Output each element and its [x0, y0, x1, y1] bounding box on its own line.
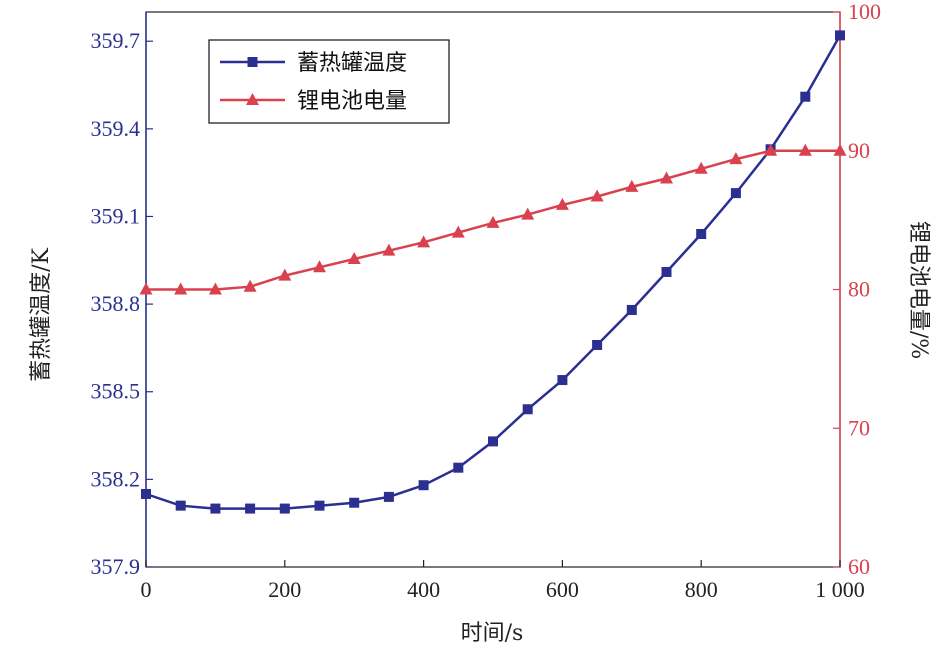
data-point-triangle [486, 215, 500, 228]
data-point-triangle [833, 143, 847, 156]
left-axis-title: 蓄热罐温度/K [29, 248, 54, 382]
data-point-triangle [139, 282, 153, 295]
data-point-triangle [243, 279, 257, 292]
data-point-square [522, 404, 533, 415]
right-axis-ticks: 60 70 80 90 100 [833, 0, 881, 579]
data-point-triangle [521, 207, 535, 220]
x-tick-label: 200 [268, 577, 301, 602]
left-tick-label: 358.2 [91, 466, 141, 491]
data-point-square [835, 30, 845, 41]
left-tick-label: 359.7 [91, 28, 141, 53]
legend-label-series-2: 锂电池电量 [297, 89, 407, 114]
legend: 蓄热罐温度 锂电池电量 [208, 39, 450, 124]
data-point-square [453, 462, 464, 473]
right-tick-label: 80 [848, 277, 870, 302]
data-point-square [349, 497, 360, 508]
x-tick-label: 1 000 [815, 577, 865, 602]
right-tick-label: 100 [848, 0, 881, 24]
legend-marker-series-2 [246, 93, 259, 105]
data-point-triangle [625, 179, 639, 192]
left-tick-label: 357.9 [91, 554, 141, 579]
legend-label-series-1: 蓄热罐温度 [297, 51, 407, 76]
data-point-triangle [174, 282, 188, 295]
data-point-triangle [417, 235, 431, 248]
data-point-triangle [451, 225, 465, 238]
data-point-square [488, 436, 498, 447]
data-point-square [279, 503, 290, 514]
series-layer [139, 30, 847, 514]
left-tick-label: 359.1 [91, 203, 141, 228]
data-point-square [141, 488, 151, 499]
data-point-triangle [590, 189, 604, 202]
data-point-square [661, 266, 672, 277]
data-point-triangle [313, 260, 326, 273]
data-point-triangle [694, 161, 708, 174]
data-point-triangle [729, 152, 743, 165]
right-tick-label: 60 [848, 554, 870, 579]
data-point-triangle [798, 143, 812, 156]
data-point-triangle [555, 197, 569, 210]
right-tick-label: 70 [848, 415, 870, 440]
data-point-square [800, 91, 811, 102]
x-axis-ticks: 0 200 400 600 800 1 000 [141, 560, 865, 602]
data-point-square [314, 500, 325, 511]
data-point-square [245, 503, 256, 514]
left-tick-label: 358.5 [91, 379, 141, 404]
x-tick-label: 400 [407, 577, 440, 602]
data-point-square [696, 229, 707, 239]
data-point-triangle [660, 171, 673, 184]
data-point-square [383, 491, 394, 502]
data-point-square [418, 480, 429, 491]
x-tick-label: 600 [546, 577, 579, 602]
data-point-triangle [764, 143, 778, 156]
x-tick-label: 0 [141, 577, 152, 602]
data-point-square [626, 304, 637, 315]
data-point-triangle [278, 268, 292, 281]
left-tick-label: 359.4 [91, 116, 141, 141]
legend-box [208, 39, 450, 124]
x-tick-label: 800 [685, 577, 718, 602]
data-point-triangle [208, 282, 222, 295]
right-axis-title: 锂电池电量/% [906, 221, 931, 359]
data-point-triangle [347, 251, 361, 264]
right-tick-label: 90 [848, 138, 870, 163]
left-axis-ticks: 357.9 358.2 358.5 358.8 359.1 359.4 359.7 [91, 28, 153, 579]
data-point-triangle [382, 243, 396, 256]
data-point-square [730, 188, 741, 199]
legend-marker-series-1 [247, 57, 258, 67]
x-axis-title: 时间/s [461, 621, 524, 646]
data-point-square [210, 503, 221, 514]
data-point-square [592, 340, 603, 350]
left-tick-label: 358.8 [91, 291, 141, 316]
data-point-square [557, 375, 568, 386]
data-point-square [175, 500, 186, 511]
